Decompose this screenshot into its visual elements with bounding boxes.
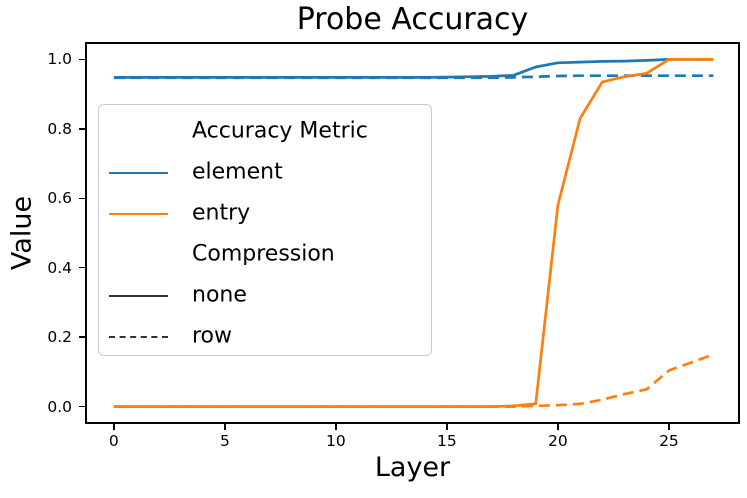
y-tick-label: 0.2 <box>47 328 72 347</box>
series-line-entry-none <box>113 58 714 408</box>
x-tick-label: 15 <box>437 432 457 450</box>
x-axis-label: Layer <box>374 452 451 483</box>
legend-item-label: entry <box>192 200 251 225</box>
x-tick-label: 20 <box>548 432 568 450</box>
x-tick-mark <box>557 424 559 430</box>
x-tick-mark <box>446 424 448 430</box>
plot-area: Accuracy Metric element entry Compression no… <box>85 42 740 424</box>
x-tick-mark <box>113 424 115 430</box>
y-tick-mark <box>79 336 85 338</box>
plot-canvas <box>85 42 740 424</box>
legend-row: none <box>99 274 431 315</box>
x-axis-ticks: 0 5 10 15 20 25 <box>85 424 740 458</box>
chart-title: Probe Accuracy <box>296 2 529 37</box>
legend-section-title: Compression <box>192 241 335 266</box>
y-tick-label: 0.4 <box>47 258 72 277</box>
legend-item-label: element <box>192 159 283 184</box>
legend-item-label: none <box>192 282 247 307</box>
series-line-entry-row <box>113 353 714 408</box>
y-tick-label: 1.0 <box>47 50 72 69</box>
y-axis-ticks: 0.0 0.2 0.4 0.6 0.8 1.0 <box>0 42 85 424</box>
plot-spine <box>85 42 740 424</box>
y-tick-mark <box>79 197 85 200</box>
legend-row: element <box>99 151 431 192</box>
legend-row: Accuracy Metric <box>99 110 431 151</box>
y-tick-label: 0.0 <box>47 397 72 416</box>
legend-swatch-solid-line <box>109 212 168 215</box>
legend-row: row <box>99 315 431 356</box>
y-tick-label: 0.6 <box>47 189 72 208</box>
legend-item-label: row <box>192 323 233 348</box>
legend-swatch-solid-line <box>109 171 168 174</box>
x-tick-label: 10 <box>326 432 346 450</box>
x-tick-mark <box>335 424 337 430</box>
series-line-element-none <box>113 58 714 79</box>
x-tick-mark <box>668 424 670 430</box>
y-tick-mark <box>79 58 85 61</box>
legend-row: Compression <box>99 233 431 274</box>
y-tick-mark <box>79 266 85 269</box>
y-tick-mark <box>79 128 85 130</box>
x-tick-label: 25 <box>659 432 679 450</box>
legend: Accuracy Metric element entry Compression no… <box>98 104 432 356</box>
y-tick-mark <box>79 405 85 408</box>
legend-row: entry <box>99 192 431 233</box>
x-tick-label: 5 <box>219 432 230 450</box>
legend-swatch-solid-line <box>109 294 168 297</box>
legend-section-title: Accuracy Metric <box>192 118 368 143</box>
y-tick-label: 0.8 <box>47 119 72 138</box>
legend-swatch-dashed-line <box>109 335 168 338</box>
x-tick-label: 0 <box>108 432 119 450</box>
x-tick-mark <box>224 424 226 430</box>
